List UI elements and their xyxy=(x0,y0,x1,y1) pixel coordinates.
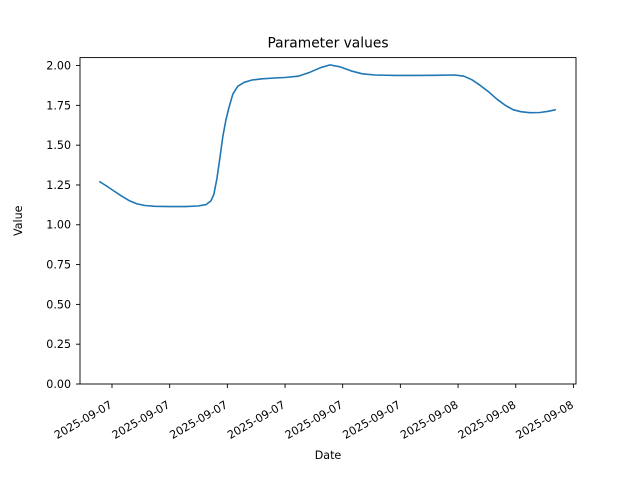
x-tick-label: 2025-09-07 xyxy=(52,398,114,442)
plot-border xyxy=(79,57,577,385)
y-tick-label: 1.25 xyxy=(46,179,71,192)
y-tick-label: 1.75 xyxy=(46,99,71,112)
y-tick-label: 0.00 xyxy=(46,378,71,391)
x-tick-label: 2025-09-07 xyxy=(341,398,403,442)
data-line xyxy=(99,64,557,208)
y-axis-label: Value xyxy=(12,205,25,236)
y-tick-label: 1.00 xyxy=(46,219,71,232)
x-axis-label: Date xyxy=(315,449,342,462)
x-tick-label: 2025-09-07 xyxy=(110,398,172,442)
y-tick-label: 2.00 xyxy=(46,59,71,72)
x-tick-label: 2025-09-07 xyxy=(225,398,287,442)
y-tick-label: 0.25 xyxy=(46,338,71,351)
x-tick-label: 2025-09-08 xyxy=(456,398,518,442)
x-tick-label: 2025-09-08 xyxy=(398,398,460,442)
plot-area: 0.00 0.25 0.50 0.75 1.00 1.25 1.50 1.75 2.00 2025… xyxy=(46,57,577,442)
y-tick-label: 1.50 xyxy=(46,139,71,152)
y-tick-label: 0.75 xyxy=(46,258,71,271)
x-tick-label: 2025-09-07 xyxy=(283,398,345,442)
chart-title: Parameter values xyxy=(267,36,388,52)
x-tick-label: 2025-09-07 xyxy=(168,398,230,442)
x-tick-label: 2025-09-08 xyxy=(514,398,576,442)
y-tick-label: 0.50 xyxy=(46,298,71,311)
